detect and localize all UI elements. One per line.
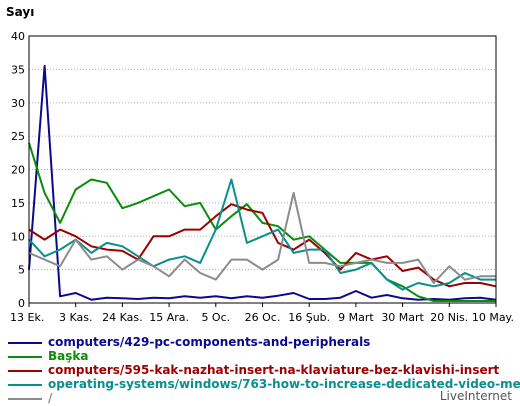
legend-swatch xyxy=(8,370,42,372)
x-tick-label: 3 Kas. xyxy=(59,311,92,324)
x-tick-label: 13 Ek. xyxy=(10,311,44,324)
x-tick-label: 16 Şub. xyxy=(288,311,330,324)
legend-item: computers/429-pc-components-and-peripher… xyxy=(8,336,520,350)
y-tick-label: 40 xyxy=(11,30,25,43)
y-tick-label: 35 xyxy=(11,63,25,76)
y-tick-label: 0 xyxy=(18,297,25,310)
legend-label: Başka xyxy=(48,350,89,363)
x-tick-label: 30 Mart xyxy=(381,311,424,324)
x-tick-label: 20 Nis. xyxy=(430,311,468,324)
y-tick-label: 30 xyxy=(11,97,25,110)
grid xyxy=(29,35,496,304)
legend-swatch xyxy=(8,398,42,400)
legend-swatch xyxy=(8,384,42,386)
legend-item: operating-systems/windows/763-how-to-inc… xyxy=(8,378,520,392)
y-ticks: 0 5 10 15 20 25 30 35 40 xyxy=(11,30,25,310)
series-line xyxy=(28,203,497,288)
legend-item: Başka xyxy=(8,350,520,364)
legend-item: / xyxy=(8,392,520,406)
y-tick-label: 25 xyxy=(11,130,25,143)
x-tick-label: 10 May. xyxy=(472,311,514,324)
credit-text: LiveInternet xyxy=(439,389,512,403)
series-line xyxy=(28,178,496,291)
y-tick-label: 10 xyxy=(11,230,25,243)
x-tick-label: 24 Kas. xyxy=(102,311,142,324)
plot-frame xyxy=(28,35,497,304)
legend-swatch xyxy=(8,342,42,344)
y-tick-label: 5 xyxy=(18,264,25,277)
legend-label: computers/429-pc-components-and-peripher… xyxy=(48,336,371,349)
series-line xyxy=(28,142,496,302)
x-ticks: 13 Ek. 3 Kas. 24 Kas. 15 Ara. 5 Oc. 26 Oc. 16 … xyxy=(10,303,514,324)
legend-item: computers/595-kak-nazhat-insert-na-klavi… xyxy=(8,364,520,378)
legend-label: / xyxy=(48,392,53,405)
legend-label: computers/595-kak-nazhat-insert-na-klavi… xyxy=(48,364,500,377)
legend-swatch xyxy=(8,356,42,358)
chart: Sayı 0 5 10 15 20 25 30 35 40 13 Ek. 3 Kas. 24 Kas… xyxy=(6,5,514,324)
y-tick-label: 15 xyxy=(11,197,25,210)
y-axis-label: Sayı xyxy=(6,5,34,19)
x-tick-label: 9 Mart xyxy=(338,311,374,324)
series-line xyxy=(28,65,497,301)
legend: computers/429-pc-components-and-peripher… xyxy=(8,336,520,406)
x-tick-label: 26 Oc. xyxy=(245,311,281,324)
y-tick-label: 20 xyxy=(11,164,25,177)
series-line xyxy=(28,191,496,284)
x-tick-label: 15 Ara. xyxy=(149,311,189,324)
x-tick-label: 5 Oc. xyxy=(201,311,230,324)
legend-label: operating-systems/windows/763-how-to-inc… xyxy=(48,378,520,391)
series-lines xyxy=(28,65,497,302)
